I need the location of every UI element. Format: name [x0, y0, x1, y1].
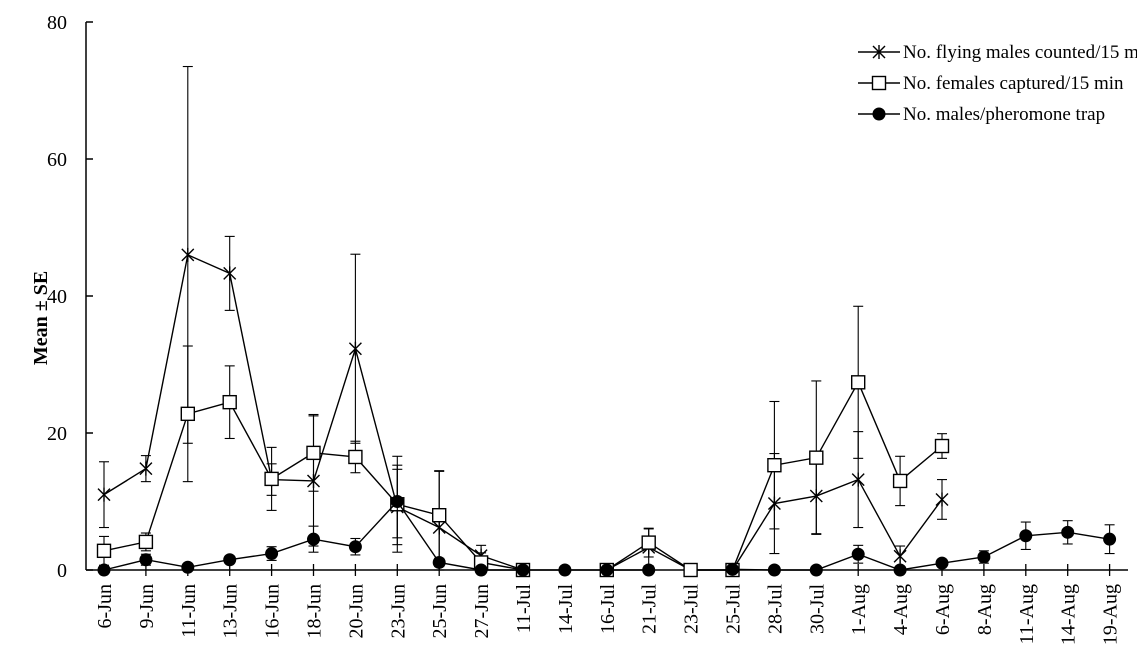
data-point: [851, 547, 865, 561]
data-point: [1061, 525, 1075, 539]
x-tick-label: 1-Aug: [848, 584, 870, 635]
y-tick-labels: 0 20 40 60 80: [47, 12, 67, 582]
data-point: [223, 266, 237, 281]
series-line: [103, 500, 649, 571]
data-point: [977, 550, 991, 564]
x-tick-label: 11-Aug: [1016, 584, 1038, 644]
data-point: [390, 495, 404, 508]
data-point: [641, 535, 656, 550]
x-tick-label: 13-Jun: [220, 584, 242, 638]
y-tick-label: 0: [57, 560, 67, 582]
data-point: [180, 406, 196, 422]
y-tick-label: 60: [47, 149, 67, 171]
series-layer: [96, 65, 1117, 578]
x-tick-label: 11-Jun: [178, 584, 200, 638]
data-point: [223, 553, 237, 567]
x-tick-label: 23-Jul: [681, 584, 703, 634]
x-tick-label: 6-Aug: [932, 584, 954, 635]
data-point: [851, 375, 866, 390]
x-tick-label: 25-Jun: [429, 584, 451, 638]
legend-marker: [872, 107, 886, 121]
data-point: [474, 563, 488, 577]
data-point: [97, 563, 111, 577]
series-square: [96, 305, 950, 578]
y-tick-label: 80: [47, 12, 67, 34]
data-point: [892, 473, 908, 489]
y-tick-label: 40: [47, 286, 67, 308]
data-point: [264, 471, 279, 487]
data-point: [306, 445, 321, 461]
x-tick-label: 14-Jul: [555, 584, 577, 634]
legend-entry: No. females captured/15 min: [903, 73, 1124, 94]
data-point: [726, 562, 739, 576]
data-point: [809, 450, 824, 465]
data-point: [139, 461, 153, 476]
legend-marker: [871, 75, 887, 91]
data-point: [558, 563, 572, 577]
x-tick-label: 16-Jun: [262, 584, 284, 638]
data-point: [851, 472, 865, 487]
data-point: [767, 563, 781, 577]
data-point: [307, 532, 320, 546]
data-point: [222, 394, 237, 410]
data-point: [138, 534, 154, 550]
data-point: [1019, 529, 1033, 543]
x-tick-labels: 6-Jun 9-Jun 11-Jun 13-Jun 16-Jun 18-Jun 20-Jun…: [94, 584, 1122, 646]
data-point: [600, 563, 614, 577]
x-tick-label: 20-Jun: [345, 584, 367, 638]
data-point: [97, 487, 111, 502]
x-tick-label: 16-Jul: [597, 584, 619, 634]
data-point: [432, 508, 447, 523]
x-tick-label: 4-Aug: [890, 584, 912, 635]
data-point: [516, 563, 530, 577]
data-point: [809, 563, 823, 577]
data-point: [181, 560, 195, 574]
legend-entry: No. flying males counted/15 min: [903, 42, 1137, 63]
x-tick-label: 25-Jul: [723, 584, 745, 634]
x-tick-label: 23-Jun: [387, 584, 409, 638]
series-star: [97, 65, 949, 577]
series-line: [732, 531, 1110, 571]
series-circle: [97, 464, 1117, 577]
data-point: [265, 547, 279, 561]
y-tick-label: 20: [47, 423, 67, 445]
data-point: [348, 341, 362, 356]
data-point: [96, 543, 112, 559]
data-point: [1103, 532, 1117, 546]
data-point: [935, 556, 949, 570]
x-tick-label: 9-Jun: [136, 584, 158, 628]
y-axis-label: Mean ± SE: [30, 271, 52, 365]
x-tick-label: 11-Jul: [513, 584, 535, 634]
legend-marker: [872, 45, 886, 59]
x-tick-label: 27-Jun: [471, 584, 493, 638]
data-point: [934, 438, 950, 454]
legend-entry: No. males/pheromone trap: [903, 104, 1105, 125]
x-tick-label: 14-Aug: [1058, 584, 1080, 645]
x-tick-label: 28-Jul: [764, 584, 786, 634]
data-point: [893, 563, 907, 577]
data-point: [348, 540, 362, 554]
data-point: [683, 562, 698, 578]
data-point: [767, 457, 782, 473]
data-point: [642, 563, 656, 577]
x-tick-label: 21-Jul: [639, 584, 661, 634]
legend: No. flying males counted/15 min No. femal…: [858, 42, 1137, 125]
x-tick-label: 8-Aug: [974, 584, 996, 635]
data-point: [348, 449, 363, 465]
x-tick-label: 18-Jun: [304, 584, 326, 638]
data-point: [139, 553, 153, 567]
data-point: [935, 492, 949, 507]
data-point: [893, 549, 907, 564]
x-tick-label: 6-Jun: [94, 584, 116, 628]
x-tick-label: 30-Jul: [806, 584, 828, 634]
data-point: [432, 555, 446, 569]
x-tick-label: 19-Aug: [1100, 584, 1122, 645]
data-point: [181, 247, 195, 262]
